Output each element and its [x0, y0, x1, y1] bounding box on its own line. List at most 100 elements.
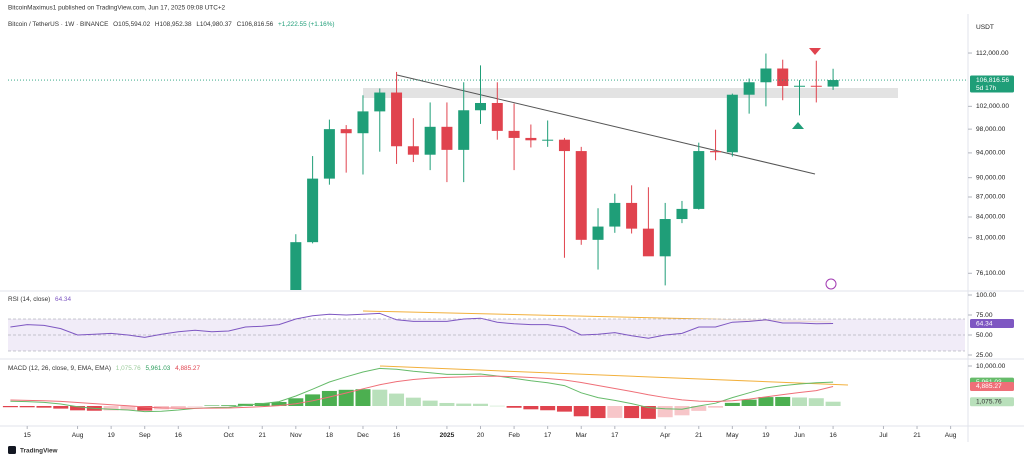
histogram-bar	[808, 398, 824, 406]
y-tick-label: 84,000.00	[976, 214, 1006, 221]
symbol-title: Bitcoin / TetherUS · 1W · BINANCE	[8, 21, 108, 28]
candle-body	[441, 126, 453, 150]
y-tick-label: 75.00	[976, 312, 993, 319]
y-tick-label: 98,000.00	[976, 126, 1006, 133]
support-zone	[363, 88, 898, 98]
macd-pane	[2, 367, 841, 419]
y-tick-label: 102,000.00	[976, 103, 1009, 110]
histogram-bar	[53, 406, 69, 409]
ohlc-value: O105,594.02	[113, 21, 150, 28]
histogram-bar	[640, 406, 656, 419]
histogram-bar	[506, 406, 522, 408]
candle-body	[827, 80, 839, 87]
candle-body	[575, 151, 587, 240]
candle-body	[307, 178, 319, 243]
x-tick-label: Dec	[357, 432, 369, 439]
histogram-bar	[456, 403, 472, 406]
y-tick-label: 87,000.00	[976, 194, 1006, 201]
histogram-bar	[19, 406, 35, 408]
x-tick-label: 15	[24, 432, 32, 439]
histogram-bar	[288, 398, 304, 406]
rsi-title: RSI (14, close)	[8, 296, 50, 303]
logo	[8, 446, 16, 454]
histogram-bar	[271, 401, 287, 406]
candle-body	[323, 129, 335, 179]
candle-body	[626, 202, 638, 229]
candle-body	[743, 82, 755, 95]
candle-body	[357, 111, 369, 134]
countdown-label: 5d 17h	[976, 85, 997, 92]
histogram-bar	[389, 393, 405, 406]
histogram-bar	[657, 406, 673, 418]
rsi-pane	[8, 312, 965, 352]
histogram-bar	[170, 406, 186, 408]
candle-body	[542, 139, 554, 141]
histogram-bar	[422, 400, 438, 406]
indicator-line	[10, 312, 834, 339]
candle-body	[592, 226, 604, 240]
histogram-bar	[540, 406, 556, 411]
sell-marker	[809, 48, 821, 55]
x-tick-label: 16	[829, 432, 837, 439]
histogram-bar	[624, 406, 640, 419]
candle-body	[609, 202, 621, 227]
rsi-value: 64.34	[55, 296, 71, 303]
signal-value: 4,885.27	[175, 365, 200, 372]
x-tick-label: 16	[393, 432, 401, 439]
histogram-bar	[204, 405, 220, 406]
footer-brand: TradingView	[20, 448, 58, 455]
price-label-box	[970, 75, 1014, 93]
x-tick-label: Mar	[576, 432, 588, 439]
histogram-bar	[741, 399, 757, 406]
histogram-bar	[305, 394, 321, 406]
indicator-line	[10, 375, 834, 409]
x-tick-label: Feb	[508, 432, 520, 439]
histogram-bar	[439, 402, 455, 406]
x-tick-label: Aug	[72, 432, 84, 439]
event-icon	[825, 278, 837, 290]
histogram-bar	[556, 406, 572, 412]
histogram-bar	[338, 389, 354, 406]
x-tick-label: Nov	[290, 432, 302, 439]
candle-body	[374, 92, 386, 112]
histogram-bar	[120, 406, 136, 411]
histogram-bar	[607, 406, 623, 418]
x-tick-label: 17	[544, 432, 552, 439]
candle-body	[659, 219, 671, 257]
y-tick-label: 10,000.00	[976, 363, 1006, 370]
histogram-bar	[2, 406, 18, 408]
histogram-bar	[825, 401, 841, 406]
change-value: +1,222.55 (+1.16%)	[278, 21, 335, 28]
price-label-box	[970, 319, 1014, 329]
histogram-bar	[792, 397, 808, 406]
x-tick-label: Apr	[660, 432, 671, 439]
candle-body	[558, 139, 570, 152]
macd-value: 5,961.03	[145, 365, 170, 372]
candle-body	[710, 151, 722, 153]
histogram-bar	[137, 406, 153, 411]
candle-body	[777, 68, 789, 87]
candle-body	[340, 129, 352, 134]
histogram-bar	[70, 406, 86, 411]
histogram-bar	[321, 390, 337, 406]
x-tick-label: 19	[762, 432, 770, 439]
price-label: 64.34	[976, 320, 993, 327]
candle-body	[508, 130, 520, 138]
divergence-line	[379, 365, 849, 386]
histogram-bar	[708, 406, 724, 408]
x-tick-label: 18	[326, 432, 334, 439]
ohlc-value: H108,952.38	[155, 21, 192, 28]
histogram-bar	[489, 405, 505, 407]
y-tick-label: 50.00	[976, 332, 993, 339]
x-tick-label: Sep	[139, 432, 151, 439]
currency-label: USDT	[976, 24, 994, 31]
price-label: 4,885.27	[976, 383, 1002, 390]
candle-body	[491, 102, 503, 131]
histogram-bar	[187, 406, 203, 407]
histogram-value: 1,075.76	[116, 365, 141, 372]
x-tick-label: 17	[611, 432, 619, 439]
histogram-bar	[674, 406, 690, 416]
candle-body	[525, 137, 537, 141]
